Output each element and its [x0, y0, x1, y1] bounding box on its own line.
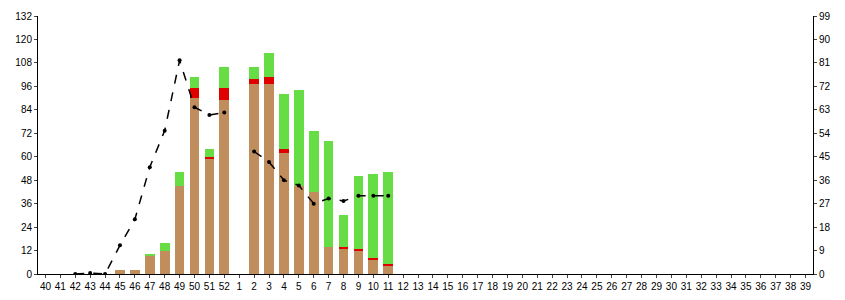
svg-text:29: 29: [651, 281, 663, 292]
svg-text:40: 40: [40, 281, 52, 292]
svg-text:9: 9: [819, 245, 825, 256]
svg-text:72: 72: [21, 128, 33, 139]
svg-text:21: 21: [532, 281, 544, 292]
svg-text:7: 7: [326, 281, 332, 292]
svg-text:9: 9: [356, 281, 362, 292]
svg-text:19: 19: [502, 281, 514, 292]
svg-text:24: 24: [576, 281, 588, 292]
svg-text:17: 17: [472, 281, 484, 292]
svg-text:48: 48: [159, 281, 171, 292]
svg-text:0: 0: [26, 269, 32, 280]
svg-text:26: 26: [606, 281, 618, 292]
svg-text:132: 132: [15, 11, 32, 22]
svg-text:43: 43: [85, 281, 97, 292]
svg-text:11: 11: [383, 281, 394, 292]
svg-text:35: 35: [740, 281, 752, 292]
svg-text:28: 28: [636, 281, 648, 292]
svg-text:51: 51: [204, 281, 216, 292]
svg-text:48: 48: [21, 175, 33, 186]
svg-text:54: 54: [819, 128, 831, 139]
svg-text:32: 32: [696, 281, 708, 292]
svg-text:13: 13: [412, 281, 424, 292]
svg-text:27: 27: [621, 281, 633, 292]
svg-text:27: 27: [819, 198, 831, 209]
svg-text:18: 18: [819, 222, 831, 233]
svg-text:0: 0: [819, 269, 825, 280]
svg-text:45: 45: [819, 151, 831, 162]
svg-text:72: 72: [819, 81, 831, 92]
svg-text:3: 3: [266, 281, 272, 292]
svg-text:36: 36: [21, 198, 33, 209]
svg-text:12: 12: [21, 245, 33, 256]
svg-text:63: 63: [819, 104, 831, 115]
svg-text:44: 44: [100, 281, 112, 292]
svg-text:120: 120: [15, 34, 32, 45]
svg-text:84: 84: [21, 104, 33, 115]
svg-text:52: 52: [219, 281, 231, 292]
svg-text:46: 46: [129, 281, 141, 292]
svg-text:81: 81: [819, 57, 831, 68]
svg-text:39: 39: [800, 281, 812, 292]
svg-text:20: 20: [517, 281, 529, 292]
svg-text:49: 49: [174, 281, 186, 292]
svg-text:60: 60: [21, 151, 33, 162]
svg-text:14: 14: [427, 281, 439, 292]
svg-text:22: 22: [547, 281, 559, 292]
svg-text:30: 30: [666, 281, 678, 292]
svg-text:36: 36: [755, 281, 767, 292]
svg-text:23: 23: [562, 281, 574, 292]
svg-text:36: 36: [819, 175, 831, 186]
svg-text:1: 1: [236, 281, 242, 292]
svg-text:5: 5: [296, 281, 302, 292]
svg-text:12: 12: [398, 281, 410, 292]
svg-text:45: 45: [114, 281, 126, 292]
svg-text:50: 50: [189, 281, 201, 292]
svg-text:47: 47: [144, 281, 156, 292]
svg-text:90: 90: [819, 34, 831, 45]
svg-text:16: 16: [457, 281, 469, 292]
svg-text:24: 24: [21, 222, 33, 233]
svg-text:31: 31: [681, 281, 693, 292]
svg-text:18: 18: [487, 281, 499, 292]
svg-text:42: 42: [70, 281, 82, 292]
svg-text:96: 96: [21, 81, 33, 92]
svg-text:108: 108: [15, 57, 32, 68]
svg-text:6: 6: [311, 281, 317, 292]
svg-text:8: 8: [341, 281, 347, 292]
svg-text:15: 15: [442, 281, 454, 292]
svg-text:2: 2: [251, 281, 257, 292]
svg-text:38: 38: [785, 281, 797, 292]
svg-text:10: 10: [368, 281, 380, 292]
svg-text:99: 99: [819, 11, 831, 22]
svg-text:33: 33: [711, 281, 723, 292]
svg-text:34: 34: [725, 281, 737, 292]
svg-text:25: 25: [591, 281, 603, 292]
svg-text:4: 4: [281, 281, 287, 292]
svg-text:37: 37: [770, 281, 782, 292]
svg-text:41: 41: [55, 281, 67, 292]
